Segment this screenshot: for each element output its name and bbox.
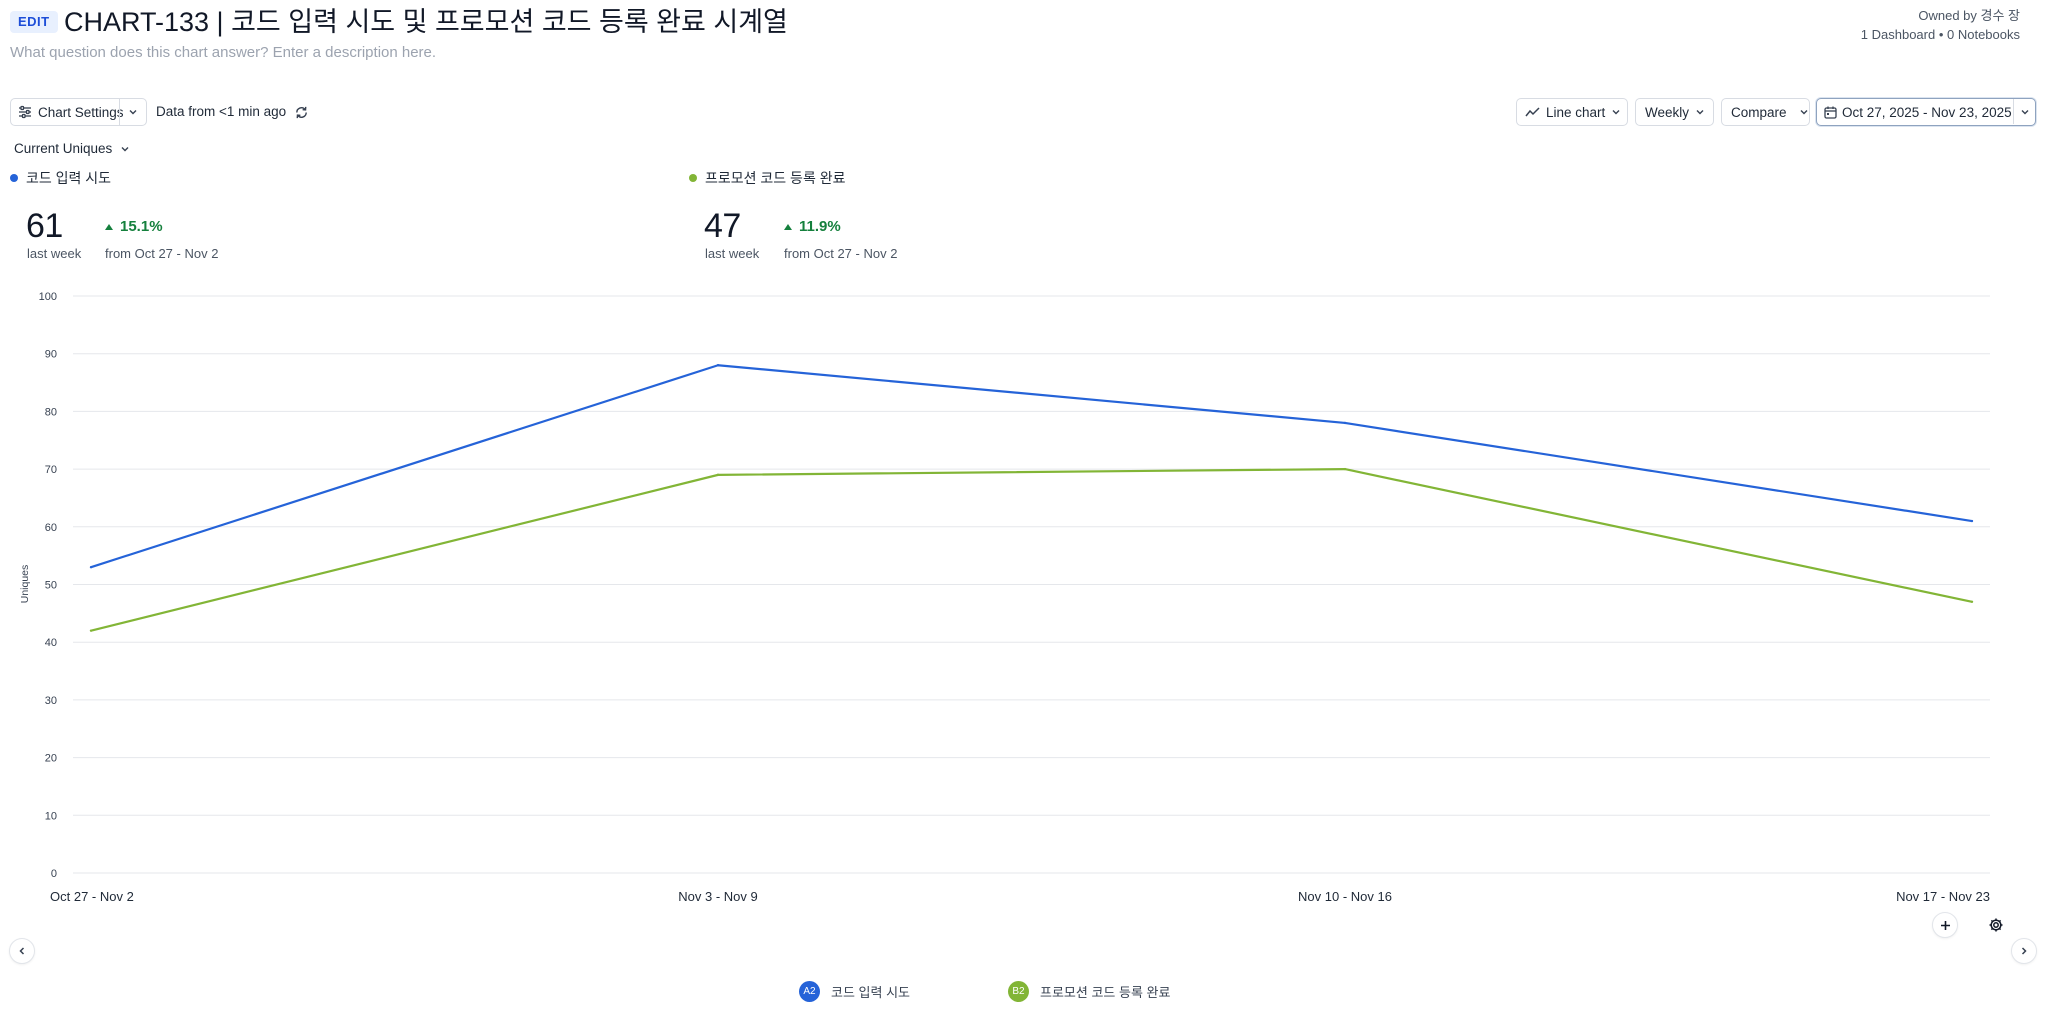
kpi-delta-from-b: from Oct 27 - Nov 2	[784, 246, 898, 261]
kpi-delta-a: 15.1%	[105, 218, 163, 235]
data-point	[1343, 467, 1347, 471]
legend-badge: B2	[1008, 981, 1029, 1002]
sliders-icon	[19, 105, 31, 119]
legend-badge: A2	[799, 981, 820, 1002]
x-tick-label: Oct 27 - Nov 2	[50, 889, 134, 904]
data-point	[1970, 600, 1974, 604]
chart-settings-dropdown[interactable]	[119, 99, 146, 125]
y-tick-label: 100	[39, 291, 57, 303]
owner-info: Owned by 경수 장 1 Dashboard • 0 Notebooks	[1861, 6, 2020, 44]
metric-selector[interactable]: Current Uniques	[14, 141, 130, 156]
y-tick-label: 70	[45, 464, 57, 476]
legend-item-a[interactable]: A2 코드 입력 시도	[799, 981, 910, 1002]
kpi-value-a: 61	[26, 207, 63, 245]
x-tick-label: Nov 17 - Nov 23	[1896, 889, 1990, 904]
refresh-icon	[295, 106, 307, 118]
gear-icon	[1989, 918, 2003, 932]
data-freshness-label: Data from <1 min ago	[156, 104, 287, 119]
chevron-down-icon	[1800, 110, 1808, 115]
chevron-down-icon	[1696, 110, 1704, 115]
kpi-delta-value: 11.9%	[799, 218, 841, 235]
legend-label: 코드 입력 시도	[831, 985, 910, 1000]
series-line-b	[90, 468, 1973, 632]
date-range-label: Oct 27, 2025 - Nov 23, 2025	[1842, 104, 2012, 120]
chart-type-dropdown[interactable]: Line chart	[1516, 98, 1628, 126]
series-color-dot	[689, 174, 697, 182]
y-tick-label: 50	[45, 580, 57, 592]
y-tick-label: 80	[45, 406, 57, 418]
kpi-period-a: last week	[27, 246, 82, 261]
data-point	[1343, 421, 1347, 425]
edit-button[interactable]: EDIT	[10, 11, 58, 33]
owner-label[interactable]: Owned by 경수 장	[1918, 8, 2020, 23]
chart-settings-button[interactable]: Chart Settings	[10, 98, 147, 126]
date-range-picker[interactable]: Oct 27, 2025 - Nov 23, 2025	[1816, 98, 2036, 126]
date-range-dropdown[interactable]	[2013, 99, 2035, 124]
calendar-icon	[1824, 106, 1837, 119]
chevron-down-icon	[2021, 109, 2028, 114]
data-point	[89, 629, 93, 632]
legend-label: 프로모션 코드 등록 완료	[1040, 985, 1171, 1000]
chevron-down-icon	[121, 146, 129, 151]
chart-settings-label: Chart Settings	[38, 104, 124, 120]
series-line-a	[90, 364, 1973, 569]
y-axis-title: Uniques	[19, 565, 31, 604]
kpi-delta-value: 15.1%	[120, 218, 163, 235]
triangle-up-icon	[105, 223, 113, 230]
series-name: 프로모션 코드 등록 완료	[705, 170, 846, 186]
interval-label: Weekly	[1645, 104, 1690, 120]
scroll-right-button[interactable]	[2011, 938, 2037, 964]
line-chart-icon	[1525, 107, 1540, 117]
interval-dropdown[interactable]: Weekly	[1635, 98, 1714, 126]
y-tick-label: 40	[45, 637, 57, 649]
kpi-delta-b: 11.9%	[784, 218, 841, 235]
y-tick-label: 90	[45, 349, 57, 361]
data-point	[716, 473, 720, 477]
kpi-value-b: 47	[704, 207, 741, 245]
refresh-button[interactable]	[292, 103, 310, 121]
usage-label[interactable]: 1 Dashboard • 0 Notebooks	[1860, 27, 2020, 42]
scroll-left-button[interactable]	[9, 938, 35, 964]
x-tick-label: Nov 10 - Nov 16	[1298, 889, 1392, 904]
chevron-down-icon	[1612, 110, 1620, 115]
page-title[interactable]: CHART-133 | 코드 입력 시도 및 프로모션 코드 등록 완료 시계열	[64, 7, 788, 37]
add-annotation-button[interactable]	[1932, 912, 1958, 938]
triangle-up-icon	[784, 223, 792, 230]
y-tick-label: 10	[45, 810, 57, 822]
series-name: 코드 입력 시도	[26, 170, 112, 186]
chevron-down-icon	[129, 110, 137, 115]
metric-selector-label: Current Uniques	[14, 141, 113, 156]
chart-type-label: Line chart	[1546, 104, 1606, 120]
data-point	[89, 565, 93, 569]
chevron-right-icon	[2021, 947, 2027, 955]
y-tick-label: 60	[45, 522, 57, 534]
chart-settings-gear-button[interactable]	[1983, 912, 2009, 938]
kpi-delta-from-a: from Oct 27 - Nov 2	[105, 246, 219, 261]
series-header-a: 코드 입력 시도	[10, 168, 111, 188]
data-point	[716, 364, 720, 367]
chevron-left-icon	[19, 947, 25, 955]
compare-dropdown[interactable]: Compare	[1721, 98, 1810, 126]
x-tick-label: Nov 3 - Nov 9	[678, 889, 757, 904]
series-header-b: 프로모션 코드 등록 완료	[689, 168, 845, 188]
line-chart[interactable]: 0 10 20 30 40 50 60 70 80 90 100 Uniques Oct 27 - No…	[0, 284, 2048, 914]
data-point	[1970, 519, 1974, 523]
chart-description-input[interactable]: What question does this chart answer? En…	[10, 44, 437, 61]
y-tick-label: 0	[51, 868, 57, 880]
y-tick-label: 20	[45, 753, 57, 765]
legend-item-b[interactable]: B2 프로모션 코드 등록 완료	[1008, 981, 1170, 1002]
y-tick-label: 30	[45, 695, 57, 707]
plus-icon	[1940, 920, 1950, 930]
compare-label: Compare	[1731, 104, 1787, 120]
kpi-period-b: last week	[705, 246, 760, 261]
series-color-dot	[10, 174, 18, 182]
